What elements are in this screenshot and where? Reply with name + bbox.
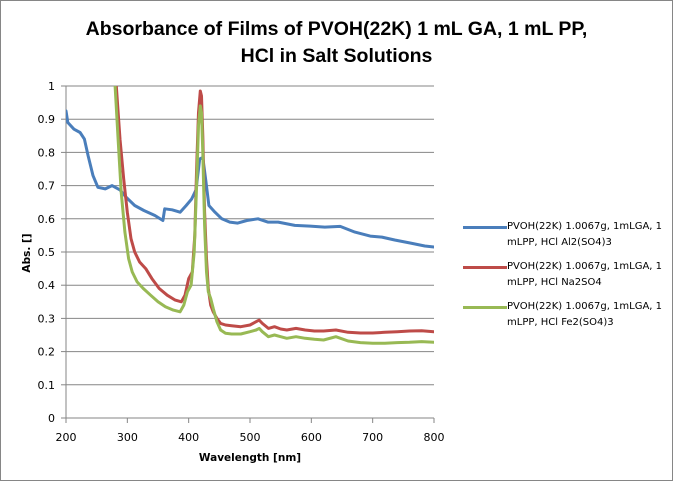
chart-title-line-2: HCl in Salt Solutions (240, 45, 433, 67)
y-tick-label: 0.3 (38, 312, 56, 325)
legend-label: PVOH(22K) 1.0067g, 1mLGA, 1 (507, 301, 663, 312)
y-tick-label: 0.7 (38, 180, 56, 193)
y-tick-label: 0.2 (38, 346, 56, 359)
y-tick-label: 0.4 (38, 279, 56, 292)
legend-label: mLPP, HCl Na2SO4 (507, 277, 602, 288)
y-axis-title: Abs. [] (21, 233, 33, 272)
y-tick-label: 0.5 (38, 246, 56, 259)
legend-label: mLPP, HCl Fe2(SO4)3 (507, 317, 614, 328)
x-tick-label: 400 (178, 431, 199, 444)
legend-label: PVOH(22K) 1.0067g, 1mLGA, 1 (507, 221, 663, 232)
legend-label: PVOH(22K) 1.0067g, 1mLGA, 1 (507, 261, 663, 272)
x-tick-label: 200 (56, 431, 77, 444)
legend-item: PVOH(22K) 1.0067g, 1mLGA, 1 mLPP, HCl Al2… (463, 219, 668, 251)
y-tick-label: 0.6 (38, 213, 56, 226)
legend-swatch (463, 266, 507, 269)
y-tick-label: 0.1 (38, 379, 56, 392)
y-tick-label: 0.9 (38, 113, 56, 126)
x-tick-label: 700 (362, 431, 383, 444)
legend: PVOH(22K) 1.0067g, 1mLGA, 1 mLPP, HCl Al2… (463, 219, 668, 339)
x-axis-title: Wavelength [nm] (199, 452, 301, 464)
x-tick-label: 500 (240, 431, 261, 444)
legend-item: PVOH(22K) 1.0067g, 1mLGA, 1 mLPP, HCl Fe2… (463, 299, 668, 331)
series-line-0 (66, 109, 434, 249)
x-tick-label: 800 (424, 431, 445, 444)
y-tick-label: 1 (48, 80, 55, 93)
y-tick-label: 0 (48, 412, 55, 425)
legend-swatch (463, 306, 507, 309)
x-tick-label: 600 (301, 431, 322, 444)
legend-label: mLPP, HCl Al2(SO4)3 (507, 237, 612, 248)
chart-title-line-1: Absorbance of Films of PVOH(22K) 1 mL GA… (85, 18, 588, 40)
y-tick-label: 0.8 (38, 146, 56, 159)
legend-swatch (463, 226, 507, 229)
legend-item: PVOH(22K) 1.0067g, 1mLGA, 1 mLPP, HCl Na2… (463, 259, 668, 291)
series-line-2 (113, 86, 434, 345)
x-tick-label: 300 (117, 431, 138, 444)
